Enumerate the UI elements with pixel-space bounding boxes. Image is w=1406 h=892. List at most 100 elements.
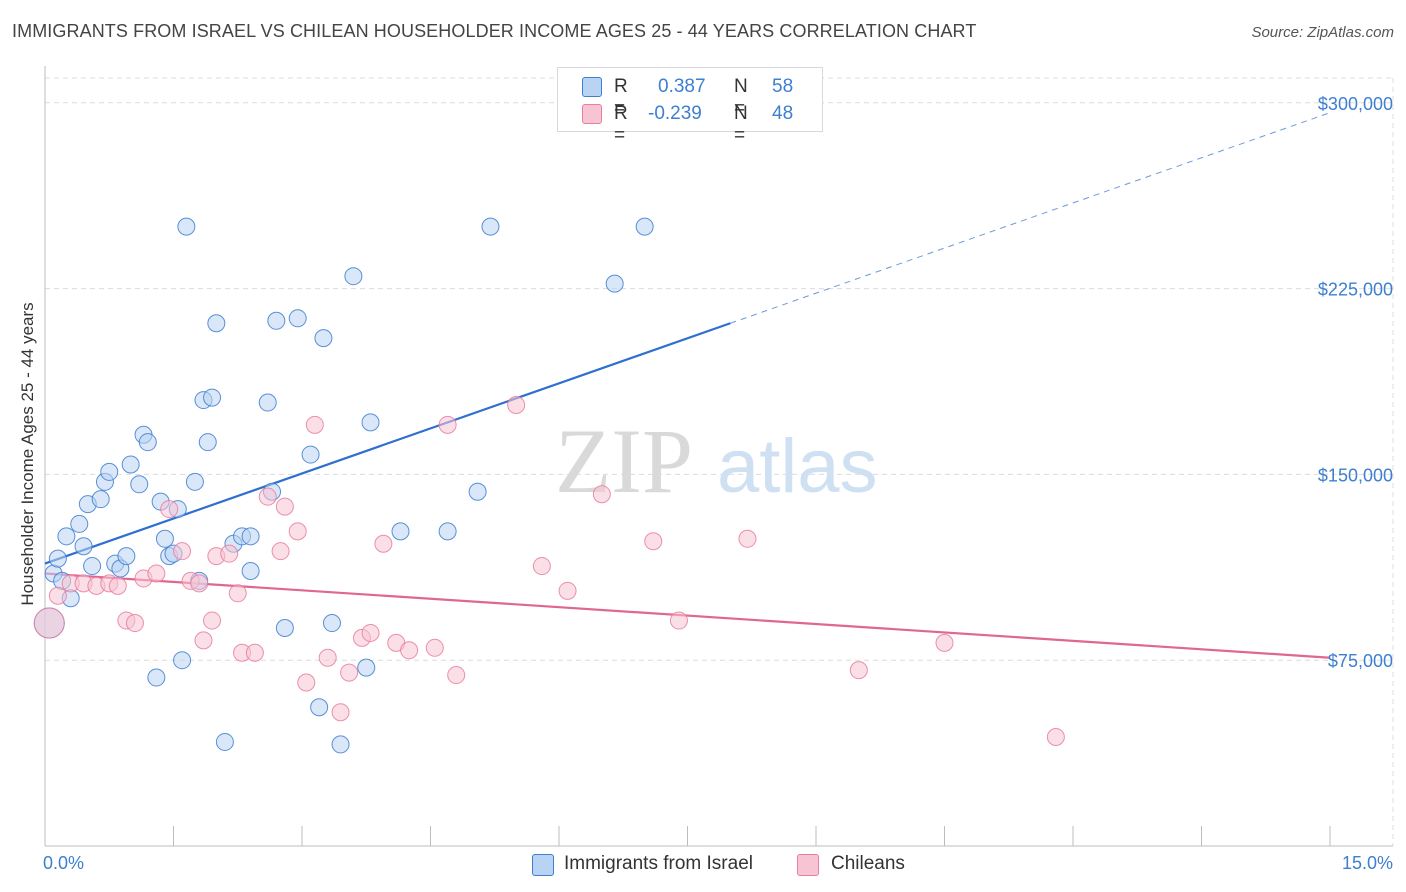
point-israel xyxy=(331,735,350,754)
point-chileans xyxy=(532,557,551,576)
point-chileans xyxy=(258,487,277,506)
point-chileans xyxy=(147,564,166,583)
point-chileans xyxy=(738,529,757,548)
chart-title: IMMIGRANTS FROM ISRAEL VS CHILEAN HOUSEH… xyxy=(12,21,977,41)
point-israel xyxy=(48,549,67,568)
point-chileans xyxy=(194,631,213,650)
legend-n-label: N = xyxy=(734,103,748,146)
legend-n-value: 58 xyxy=(772,76,794,97)
trend-line-israel-extrapolated xyxy=(730,112,1331,324)
point-israel xyxy=(241,562,260,581)
point-israel xyxy=(481,217,500,236)
point-israel xyxy=(314,329,333,348)
grid-lines xyxy=(45,77,1394,846)
point-israel xyxy=(215,732,234,751)
point-israel xyxy=(438,522,457,541)
legend-r-label: R = xyxy=(614,103,628,146)
point-israel xyxy=(57,527,76,546)
point-israel xyxy=(207,314,226,333)
point-israel xyxy=(74,537,93,556)
point-israel xyxy=(155,529,174,548)
point-israel xyxy=(258,393,277,412)
point-israel xyxy=(361,413,380,432)
point-israel xyxy=(288,309,307,328)
point-chileans xyxy=(48,586,67,605)
bottom-legend-swatch-israel xyxy=(532,854,554,876)
point-chileans xyxy=(592,485,611,504)
point-chileans xyxy=(669,611,688,630)
point-chileans xyxy=(297,673,316,692)
x-tick-label: 15.0% xyxy=(1342,853,1393,873)
y-tick-labels: $75,000 $150,000 $225,000 $300,000 xyxy=(1318,94,1393,671)
bottom-legend-swatch-chileans xyxy=(797,854,819,876)
point-israel xyxy=(301,445,320,464)
point-chileans xyxy=(108,576,127,595)
y-axis-label: Householder Income Ages 25 - 44 years xyxy=(18,302,37,605)
point-chileans xyxy=(558,581,577,600)
point-israel xyxy=(322,614,341,633)
correlation-legend: R = 0.387 N = 58 R = -0.239 N = 48 xyxy=(557,67,823,146)
point-chileans xyxy=(507,396,526,415)
point-israel xyxy=(185,472,204,491)
point-chileans xyxy=(374,534,393,553)
point-israel xyxy=(138,433,157,452)
y-tick-label: $225,000 xyxy=(1318,280,1393,300)
x-tick-label: 0.0% xyxy=(43,853,84,873)
bottom-legend-label: Chileans xyxy=(831,853,905,874)
point-israel xyxy=(130,475,149,494)
point-chileans xyxy=(203,611,222,630)
point-israel xyxy=(91,490,110,509)
point-chileans xyxy=(305,415,324,434)
point-chileans xyxy=(935,633,954,652)
legend-n-label: N = xyxy=(734,76,748,119)
point-chileans xyxy=(318,648,337,667)
point-chileans xyxy=(849,661,868,680)
trend-line-israel xyxy=(44,322,731,565)
point-chileans xyxy=(438,415,457,434)
point-chileans xyxy=(425,638,444,657)
point-israel xyxy=(275,618,294,637)
point-chileans xyxy=(271,542,290,561)
point-chileans xyxy=(447,666,466,685)
point-israel xyxy=(241,527,260,546)
axes xyxy=(44,66,1393,847)
x-tick-labels: 0.0% 15.0% xyxy=(43,853,1393,873)
point-israel xyxy=(468,482,487,501)
point-chileans xyxy=(275,497,294,516)
legend-r-label: R = xyxy=(614,76,628,119)
point-chileans xyxy=(190,574,209,593)
point-israel xyxy=(147,668,166,687)
point-chileans xyxy=(125,614,144,633)
point-israel xyxy=(198,433,217,452)
point-israel xyxy=(267,311,286,330)
point-israel xyxy=(357,658,376,677)
legend-swatch-chileans xyxy=(582,104,602,124)
point-chileans xyxy=(644,532,663,551)
point-israel xyxy=(344,267,363,286)
point-israel xyxy=(310,698,329,717)
point-chileans xyxy=(160,500,179,519)
point-israel xyxy=(100,462,119,481)
point-israel xyxy=(177,217,196,236)
legend-r-value: -0.239 xyxy=(648,103,702,124)
y-tick-label: $300,000 xyxy=(1318,94,1393,114)
legend-r-value: 0.387 xyxy=(658,76,706,97)
point-israel xyxy=(605,274,624,293)
point-chileans xyxy=(220,544,239,563)
source-label: Source: ZipAtlas.com xyxy=(1251,24,1394,41)
watermark: ZIP atlas xyxy=(555,410,878,512)
point-chileans xyxy=(228,584,247,603)
point-israel xyxy=(70,514,89,533)
point-israel xyxy=(203,388,222,407)
legend-swatch-israel xyxy=(582,77,602,97)
point-chileans xyxy=(331,703,350,722)
y-tick-label: $150,000 xyxy=(1318,465,1393,485)
data-points xyxy=(33,217,1065,754)
point-israel xyxy=(635,217,654,236)
y-tick-label: $75,000 xyxy=(1328,651,1393,671)
point-chileans xyxy=(361,623,380,642)
point-israel xyxy=(121,455,140,474)
legend-n-value: 48 xyxy=(772,103,794,124)
point-chileans xyxy=(340,663,359,682)
